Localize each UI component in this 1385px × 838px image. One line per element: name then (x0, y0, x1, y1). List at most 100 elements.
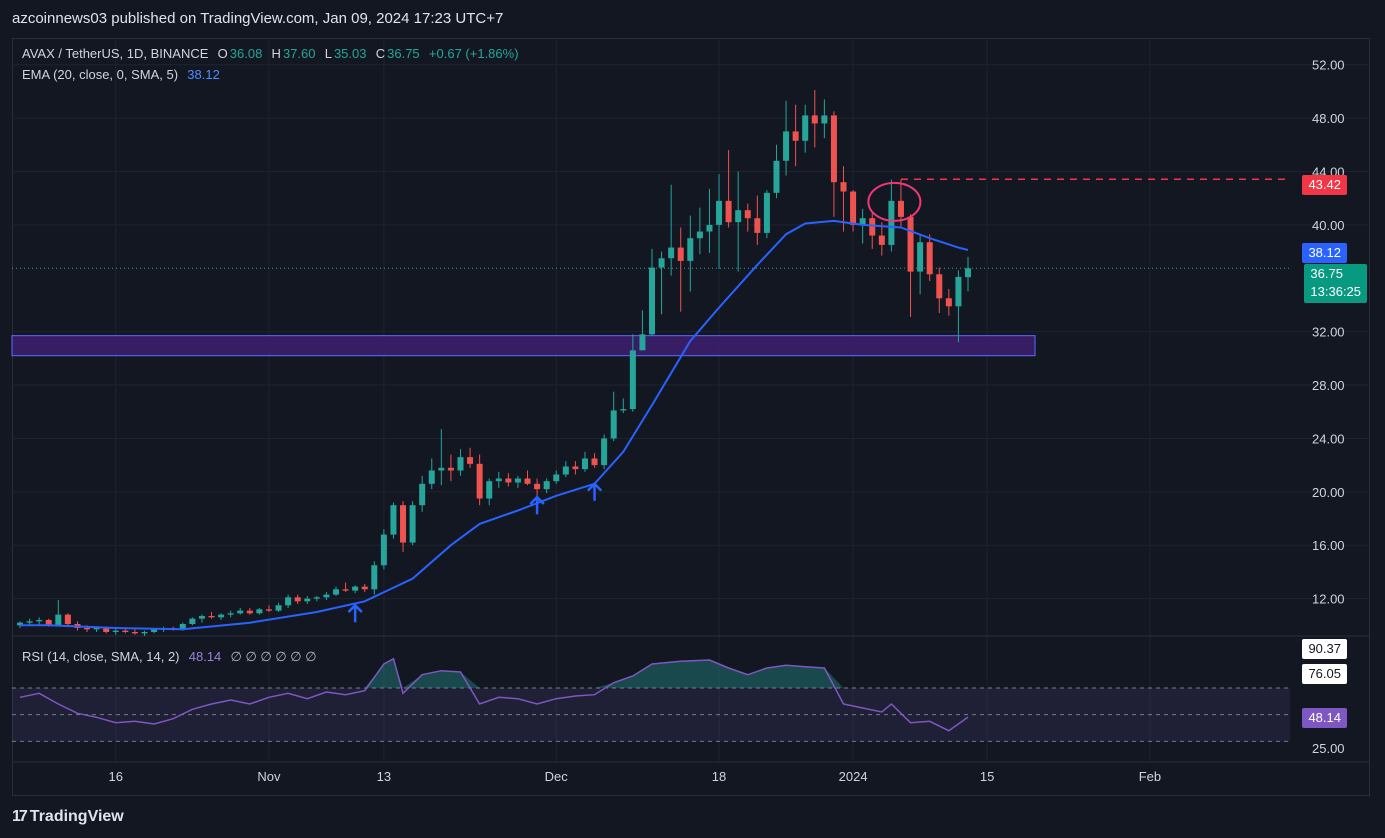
open-label: O (217, 46, 228, 61)
publisher-bar: azcoinnews03 published on TradingView.co… (0, 0, 1385, 38)
rsi-last-tag: 48.14 (1302, 708, 1347, 728)
candle-body (581, 458, 588, 470)
tradingview-logo-icon: 17 (12, 808, 28, 825)
candle-body (620, 409, 627, 411)
price-axis: 52.0048.0044.0040.0032.0028.0024.0020.00… (1312, 58, 1345, 607)
candle-body (400, 505, 407, 543)
candle-body (17, 622, 23, 626)
candle-body (486, 481, 493, 499)
candle-body (926, 242, 933, 275)
candle-body (64, 614, 71, 624)
time-tick-label: Nov (257, 769, 281, 784)
countdown: 13:36:25 (1310, 284, 1361, 299)
candle-body (773, 160, 780, 193)
candle-body (237, 610, 244, 614)
arrow-up-icon (347, 603, 363, 623)
candle-body (553, 474, 560, 482)
time-tick-label: Feb (1139, 769, 1161, 784)
rsi-band (12, 688, 1290, 742)
price-tick-label: 28.00 (1312, 378, 1345, 393)
markers (347, 181, 922, 623)
low-value: 35.03 (333, 46, 367, 61)
candle-body (869, 218, 876, 236)
tradingview-brand: TradingView (29, 808, 124, 825)
candle-body (534, 483, 541, 490)
candle-body (601, 438, 608, 466)
candle-body (505, 478, 512, 483)
tradingview-logo[interactable]: 17 TradingView (12, 808, 124, 826)
change-value: +0.67 (+1.86%) (428, 46, 519, 61)
open-value: 36.08 (229, 46, 263, 61)
candle-body (246, 610, 253, 614)
price-tick-label: 48.00 (1312, 111, 1345, 126)
candle-body (965, 268, 971, 278)
candle-body (830, 115, 837, 183)
price-tick-label: 12.00 (1312, 592, 1345, 607)
candle-body (333, 589, 339, 595)
rsi-value: 48.14 (188, 649, 222, 664)
rsi-extra: ∅ ∅ ∅ ∅ ∅ ∅ (230, 649, 317, 664)
chart-frame (12, 38, 1370, 796)
candle-body (907, 216, 914, 272)
symbol-legend[interactable]: AVAX / TetherUS, 1D, BINANCE O 36.08 H 37.… (22, 46, 521, 61)
candle-body (438, 467, 445, 471)
ema-polyline (20, 219, 969, 631)
candle-body (706, 224, 713, 232)
candle-body (390, 505, 397, 535)
resistance-price-tag: 43.42 (1302, 175, 1347, 195)
candle-body (55, 614, 62, 626)
candle-body (725, 200, 732, 223)
candle-body (131, 631, 138, 634)
candle-body (495, 478, 502, 482)
candle-body (850, 191, 857, 225)
price-tick-label: 16.00 (1312, 538, 1345, 553)
candle-body (811, 115, 818, 124)
last-price-tag: 36.75 13:36:25 (1304, 264, 1367, 303)
candle-body (218, 614, 225, 618)
candle-body (514, 478, 521, 483)
candle-body (419, 483, 426, 506)
rsi-mid-tag: 76.05 (1302, 664, 1347, 684)
time-tick-label: Dec (545, 769, 569, 784)
candle-body (744, 210, 751, 219)
candle-body (668, 247, 675, 259)
rsi-pane: 25.00 (12, 657, 1345, 756)
support-zone (11, 335, 1036, 357)
rsi-legend[interactable]: RSI (14, close, SMA, 14, 2) 48.14 ∅ ∅ ∅ … (22, 649, 319, 665)
candle-body (792, 131, 799, 141)
candle-body (629, 350, 636, 410)
ema-legend[interactable]: EMA (20, close, 0, SMA, 5) 38.12 (22, 67, 222, 82)
candle-body (543, 481, 550, 490)
candle-body (409, 505, 416, 543)
candle-body (275, 605, 282, 611)
candle-body (428, 470, 435, 484)
candle-body (103, 627, 110, 632)
candle-body (888, 200, 895, 245)
candle-body (26, 621, 33, 623)
candle-body (936, 274, 943, 299)
price-tick-label: 40.00 (1312, 218, 1345, 233)
arrow-up-icon (587, 482, 602, 502)
candle-body (945, 298, 952, 307)
time-tick-label: 18 (712, 769, 726, 784)
candle-body (93, 627, 100, 630)
candle-body (687, 238, 694, 261)
ema-line (20, 219, 969, 631)
publisher-line: azcoinnews03 published on TradingView.co… (12, 10, 504, 27)
candle-body (783, 131, 790, 161)
candle-body (658, 258, 665, 268)
candle-body (447, 467, 454, 471)
time-tick-label: 15 (980, 769, 994, 784)
candle-body (227, 613, 234, 615)
candle-body (179, 623, 186, 630)
candle-body (859, 218, 866, 225)
candle-body (208, 615, 215, 618)
rsi-line (19, 657, 969, 732)
candle-body (189, 618, 196, 624)
candle-body (754, 218, 761, 233)
candle-body (285, 597, 292, 606)
high-value: 37.60 (282, 46, 316, 61)
rsi-high-tag: 90.37 (1302, 639, 1347, 659)
candle-body (696, 231, 703, 239)
